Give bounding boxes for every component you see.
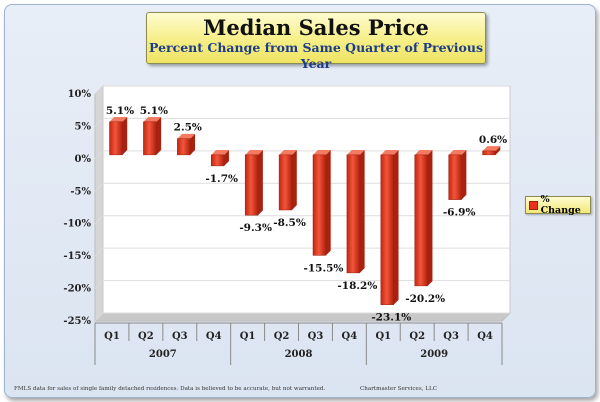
y-tick-label: -25% [63,316,91,327]
x-tick-label: Q2 [274,331,290,342]
x-group-label: 2009 [420,349,448,360]
gridline-side [94,247,104,257]
x-group-label: 2008 [285,349,313,360]
bar-top [482,146,501,151]
bar [143,121,157,156]
bar-side [291,150,297,210]
footnote-source: FMLS data for sales of single family det… [14,386,326,392]
bar-top [313,150,331,155]
bar-side [359,150,365,273]
y-tick-label: -5% [70,186,91,197]
x-tick-label: Q4 [342,331,358,342]
y-tick-label: -10% [63,219,91,230]
bar [380,154,394,305]
x-tick-label: Q1 [104,331,120,342]
data-label: -23.1% [371,312,411,324]
x-tick-label: Q2 [409,331,425,342]
gridline-side [94,150,104,160]
x-tick-label: Q4 [206,331,222,342]
bar [414,154,428,287]
gridline-side [94,118,104,127]
bar-top [245,150,263,155]
bar [482,150,496,156]
bar [278,154,293,211]
bar [211,154,225,167]
data-label: -1.7% [205,173,238,185]
bar [109,121,123,156]
bar-side [495,146,501,155]
x-tick-label: Q1 [240,331,256,342]
plot-back-wall [102,85,511,314]
chart-subtitle: Percent Change from Same Quarter of Prev… [149,40,483,71]
bar-side [156,116,162,155]
x-tick-label: Q1 [375,331,391,342]
legend: % Change [525,194,591,216]
bar-top [346,150,365,155]
data-label: -6.9% [443,207,476,219]
x-tick-label: Q3 [443,331,459,342]
bar [244,154,259,216]
data-label: -8.5% [273,217,306,229]
bar-top [380,150,399,155]
bar-side [224,150,229,166]
chart-title: Median Sales Price [203,15,429,40]
data-label: -15.5% [303,262,343,274]
bar [312,154,327,256]
gridline-side [94,182,104,192]
data-label: -9.3% [239,222,272,234]
bar-top [109,116,128,122]
bar-side [427,150,433,286]
gridline-side [94,280,104,289]
data-label: 2.5% [174,122,202,134]
data-label: 0.6% [479,134,507,146]
plot-side-wall [94,84,104,323]
data-label: 5.1% [140,105,168,117]
x-tick-label: Q2 [138,331,154,342]
data-label: -20.2% [405,293,445,305]
x-group-label: 2007 [149,349,177,360]
bar-top [448,150,467,155]
y-tick-label: 5% [75,121,92,132]
data-label: -18.2% [337,280,377,292]
y-tick-label: -20% [63,284,91,295]
data-label: 5.1% [106,105,134,117]
gridline-side [94,85,104,95]
x-tick-label: Q3 [172,331,188,342]
gridline-side [94,312,104,322]
bar [177,138,191,156]
title-box: Median Sales Price Percent Change from S… [146,12,486,71]
y-tick-label: 10% [68,89,92,100]
bar [448,154,462,200]
gridline-side [94,215,104,225]
bar-top [143,116,162,122]
y-tick-label: -15% [63,251,91,262]
x-tick-label: Q3 [308,331,324,342]
legend-swatch [529,200,538,210]
bar [346,154,361,274]
y-tick-label: 0% [75,154,92,165]
bar-side [190,133,196,155]
bar-side [325,150,331,256]
bar-top [211,150,229,155]
x-tick-label: Q4 [477,331,493,342]
plot-floor [93,312,512,322]
bar-top [177,133,196,139]
footnote-credit: Chartmaster Services, LLC [360,386,438,392]
bar-side [393,150,399,305]
bar-side [461,150,467,200]
bar-side [122,116,128,155]
legend-label: % Change [540,194,581,216]
bar-side [258,150,263,216]
bar-top [414,150,433,155]
bar-top [279,150,297,155]
